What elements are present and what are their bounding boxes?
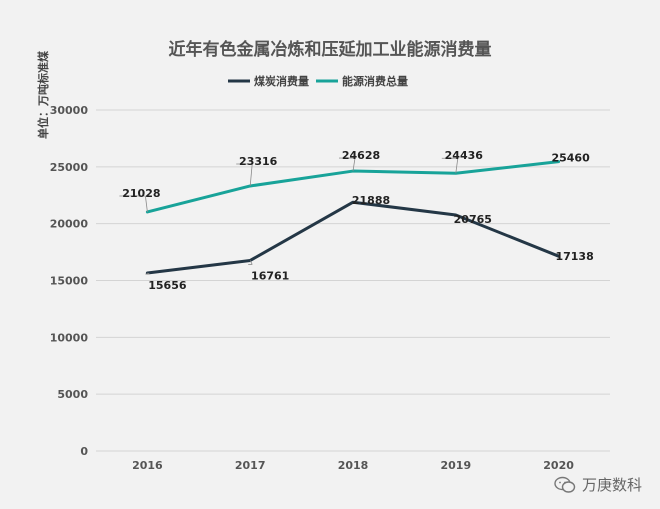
y-tick-label: 30000 (50, 104, 89, 117)
data-label: 24628 (342, 149, 380, 162)
legend-label-2: 能源消费总量 (342, 74, 408, 88)
y-tick-label: 20000 (50, 218, 89, 231)
data-label: 25460 (551, 152, 590, 165)
chart-title: 近年有色金属冶炼和压延加工业能源消费量 (169, 39, 492, 60)
y-tick-label: 5000 (57, 388, 88, 401)
series-group (145, 160, 561, 275)
data-label: 24436 (445, 149, 484, 162)
series-line-1 (145, 200, 561, 275)
data-label-leader (249, 163, 253, 187)
data-label: 16761 (251, 269, 289, 282)
x-tick-label: 2019 (440, 459, 471, 472)
legend-label-1: 煤炭消费量 (254, 74, 309, 88)
watermark: 万庚数科 (554, 474, 642, 495)
y-axis-label: 单位：万吨标准煤 (36, 50, 50, 139)
data-label-leader (352, 158, 356, 172)
x-tick-label: 2020 (543, 459, 574, 472)
y-tick-label: 10000 (50, 331, 89, 344)
data-label: 21028 (122, 187, 160, 200)
y-tick-label: 0 (80, 445, 88, 458)
data-label: 21888 (352, 194, 390, 207)
x-tick-label: 2018 (338, 459, 369, 472)
x-tick-label: 2017 (235, 459, 266, 472)
x-tick-label: 2016 (132, 459, 163, 472)
y-tick-label: 15000 (50, 275, 89, 288)
wechat-icon (554, 476, 576, 493)
data-label-leader (249, 260, 253, 265)
data-label: 15656 (148, 279, 187, 292)
x-axis-ticks: 2016 2017 2018 2019 2020 (132, 459, 574, 472)
data-label-leader (455, 158, 459, 174)
gridlines (96, 109, 610, 452)
data-labels: 15656 16761 21888 20765 17138 21028 23316 24628… (119, 149, 594, 292)
y-axis-ticks: 0 5000 10000 15000 20000 25000 30000 (50, 104, 89, 458)
data-label-leader (145, 195, 148, 213)
data-label: 23316 (239, 155, 278, 168)
watermark-text: 万庚数科 (581, 476, 642, 494)
y-tick-label: 25000 (50, 161, 89, 174)
data-label: 20765 (454, 213, 492, 226)
data-label: 17138 (555, 250, 593, 263)
legend: 煤炭消费量 能源消费总量 (228, 74, 408, 88)
